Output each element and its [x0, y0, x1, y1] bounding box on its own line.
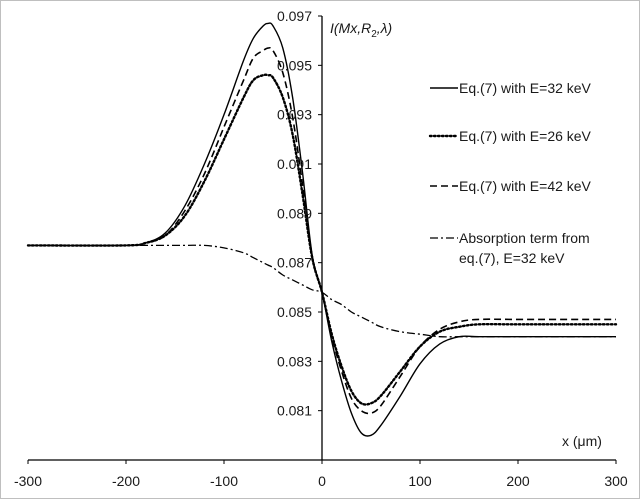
legend-label: Eq.(7) with E=26 keV	[459, 128, 592, 144]
legend-item: Eq.(7) with E=32 keV	[430, 80, 592, 96]
x-tick-label: -200	[112, 473, 140, 489]
legend: Eq.(7) with E=32 keV Eq.(7) with E=26 keV…	[428, 80, 592, 266]
x-tick-label: 300	[604, 473, 628, 489]
y-tick-label: 0.081	[277, 403, 312, 419]
x-tick-label: 0	[318, 473, 326, 489]
y-axis-title: I(Mx,R2,λ)	[330, 20, 392, 40]
series-line-solid	[27, 22, 616, 437]
legend-label: Absorption term from eq.(7), E=32 keV	[459, 230, 590, 266]
y-tick-label: 0.091	[277, 156, 312, 172]
series-line-dashed	[27, 46, 616, 415]
legend-label: Eq.(7) with E=32 keV	[459, 80, 592, 96]
x-tick-label: 100	[408, 473, 432, 489]
tick-layer: 0.081 0.083 0.085 0.087 0.089 0.091 0.093 0.095…	[14, 8, 628, 489]
x-tick-label: -300	[14, 473, 42, 489]
y-tick-label: 0.089	[277, 205, 312, 221]
legend-label: Eq.(7) with E=42 keV	[459, 178, 592, 194]
series-layer	[26, 22, 618, 437]
x-tick-label: -100	[210, 473, 238, 489]
x-tick-label: 200	[506, 473, 530, 489]
y-tick-label: 0.087	[277, 255, 312, 271]
y-tick-label: 0.093	[277, 107, 312, 123]
series-line-dashdot	[28, 244, 616, 338]
y-tick-label: 0.085	[277, 304, 312, 320]
legend-item: Eq.(7) with E=26 keV	[428, 128, 592, 144]
y-tick-label: 0.095	[277, 57, 312, 73]
y-tick-label: 0.083	[277, 353, 312, 369]
legend-item: Absorption term from eq.(7), E=32 keV	[430, 230, 590, 266]
x-axis-title: x (μm)	[562, 433, 602, 449]
legend-item: Eq.(7) with E=42 keV	[430, 178, 592, 194]
y-tick-label: 0.097	[277, 8, 312, 24]
